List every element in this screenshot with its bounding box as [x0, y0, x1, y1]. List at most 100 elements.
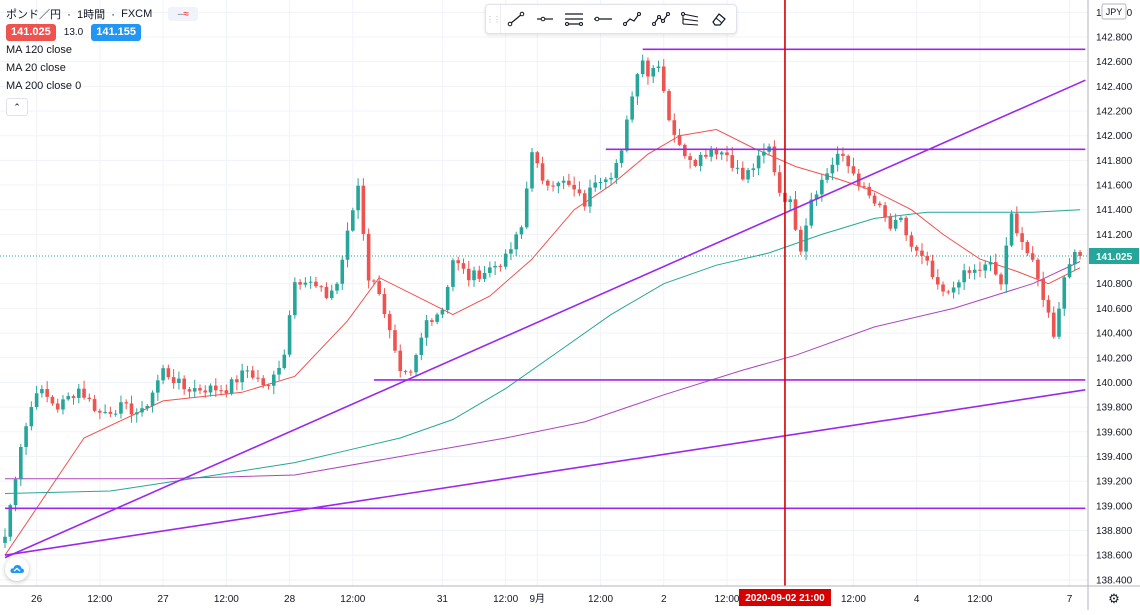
candle: [619, 148, 624, 168]
candle: [535, 150, 540, 168]
path-tool[interactable]: [646, 6, 675, 32]
candle-body: [798, 229, 803, 252]
candle-body: [704, 154, 708, 157]
candle-body: [983, 264, 988, 271]
candle-body: [498, 265, 503, 267]
horizontal-ray-tool[interactable]: [530, 6, 559, 32]
indicator-ma200[interactable]: MA 200 close 0: [6, 77, 198, 95]
trend-line-drawing: [4, 389, 1086, 556]
candle: [582, 189, 587, 211]
candle-body: [419, 337, 424, 356]
y-tick-label: 138.600: [1096, 551, 1133, 562]
symbol-row: ポンド／円 · 1時間 · FXCM – ≈: [6, 5, 199, 23]
candle-body: [530, 152, 534, 189]
candle: [1004, 237, 1009, 293]
candle-body: [714, 149, 719, 155]
candle: [862, 182, 866, 190]
candle: [403, 369, 408, 375]
parallel-channel-tool[interactable]: [559, 6, 588, 32]
candle: [625, 115, 629, 153]
candle-body: [66, 396, 71, 400]
candle-body: [319, 286, 323, 288]
candle-body: [472, 270, 476, 281]
candle: [156, 374, 160, 401]
candle-body: [19, 446, 23, 480]
symbol-name[interactable]: ポンド／円: [6, 9, 61, 21]
candle: [698, 151, 703, 172]
candle: [640, 54, 645, 78]
candle-body: [820, 179, 824, 195]
candle: [92, 394, 97, 413]
candle: [883, 201, 887, 222]
candle-body: [488, 267, 492, 273]
candle: [224, 384, 229, 398]
sell-price-button[interactable]: 141.025: [6, 23, 56, 41]
candle: [503, 249, 508, 270]
candle: [335, 281, 339, 295]
y-tick-label: 138.400: [1096, 575, 1133, 586]
visibility-toggle[interactable]: – ≈: [168, 7, 199, 21]
candle-body: [356, 185, 360, 211]
candle-body: [177, 378, 181, 384]
candle: [1009, 210, 1014, 248]
x-tick-label: 12:00: [87, 594, 112, 605]
horizontal-line-tool[interactable]: [588, 6, 617, 32]
candle-body: [140, 408, 144, 413]
y-tick-label: 141.400: [1096, 205, 1133, 216]
drag-handle-icon[interactable]: ⋮⋮: [486, 5, 501, 33]
interval[interactable]: 1時間: [77, 9, 106, 21]
candle-body: [788, 199, 793, 203]
x-tick-label: 7: [1067, 594, 1073, 605]
candle: [893, 213, 898, 232]
candle-body: [561, 180, 566, 183]
candle-body: [445, 286, 450, 311]
polyline-tool[interactable]: [617, 6, 646, 32]
indicator-ma120[interactable]: MA 120 close: [6, 41, 198, 59]
x-tick-label: 12:00: [841, 594, 866, 605]
candle-body: [440, 310, 445, 315]
candle-body: [603, 179, 608, 182]
candle: [203, 385, 208, 398]
candle: [851, 157, 856, 176]
candle: [1015, 206, 1019, 237]
candle-body: [382, 294, 387, 315]
candle-body: [951, 287, 956, 293]
candle: [577, 181, 582, 197]
candle: [219, 385, 223, 396]
candle: [762, 143, 766, 164]
candle-body: [71, 396, 76, 398]
indicator-ma20[interactable]: MA 20 close: [6, 59, 198, 77]
candle-body: [830, 164, 835, 174]
candle-body: [1025, 242, 1030, 254]
cloud-sync-button[interactable]: [5, 557, 29, 581]
candle: [872, 192, 877, 207]
trend-line-tool[interactable]: [501, 6, 530, 32]
candle-body: [677, 134, 682, 145]
candle: [603, 176, 608, 190]
candle: [287, 310, 292, 358]
gear-icon[interactable]: ⚙: [1108, 591, 1120, 606]
candle: [751, 163, 756, 177]
candle-body: [366, 233, 371, 281]
legend: ポンド／円 · 1時間 · FXCM – ≈ 141.025 13.0 141.…: [6, 5, 199, 116]
candle-body: [403, 371, 408, 373]
candle-body: [709, 149, 713, 157]
candle: [777, 165, 782, 197]
candle-body: [87, 397, 92, 400]
collapse-legend-button[interactable]: ⌃: [6, 98, 28, 116]
candle: [377, 275, 381, 296]
price-row: 141.025 13.0 141.155: [6, 23, 198, 41]
candle-body: [593, 182, 598, 188]
pitchfork-tool[interactable]: [675, 6, 704, 32]
candle: [356, 178, 360, 219]
candle: [509, 242, 513, 260]
candle-body: [229, 379, 234, 394]
eraser-tool[interactable]: [704, 6, 733, 32]
candle-body: [61, 399, 65, 410]
buy-price-button[interactable]: 141.155: [91, 23, 141, 41]
x-tick-label: 31: [437, 594, 449, 605]
cloud-icon: [10, 565, 24, 573]
candle-body: [34, 393, 39, 408]
